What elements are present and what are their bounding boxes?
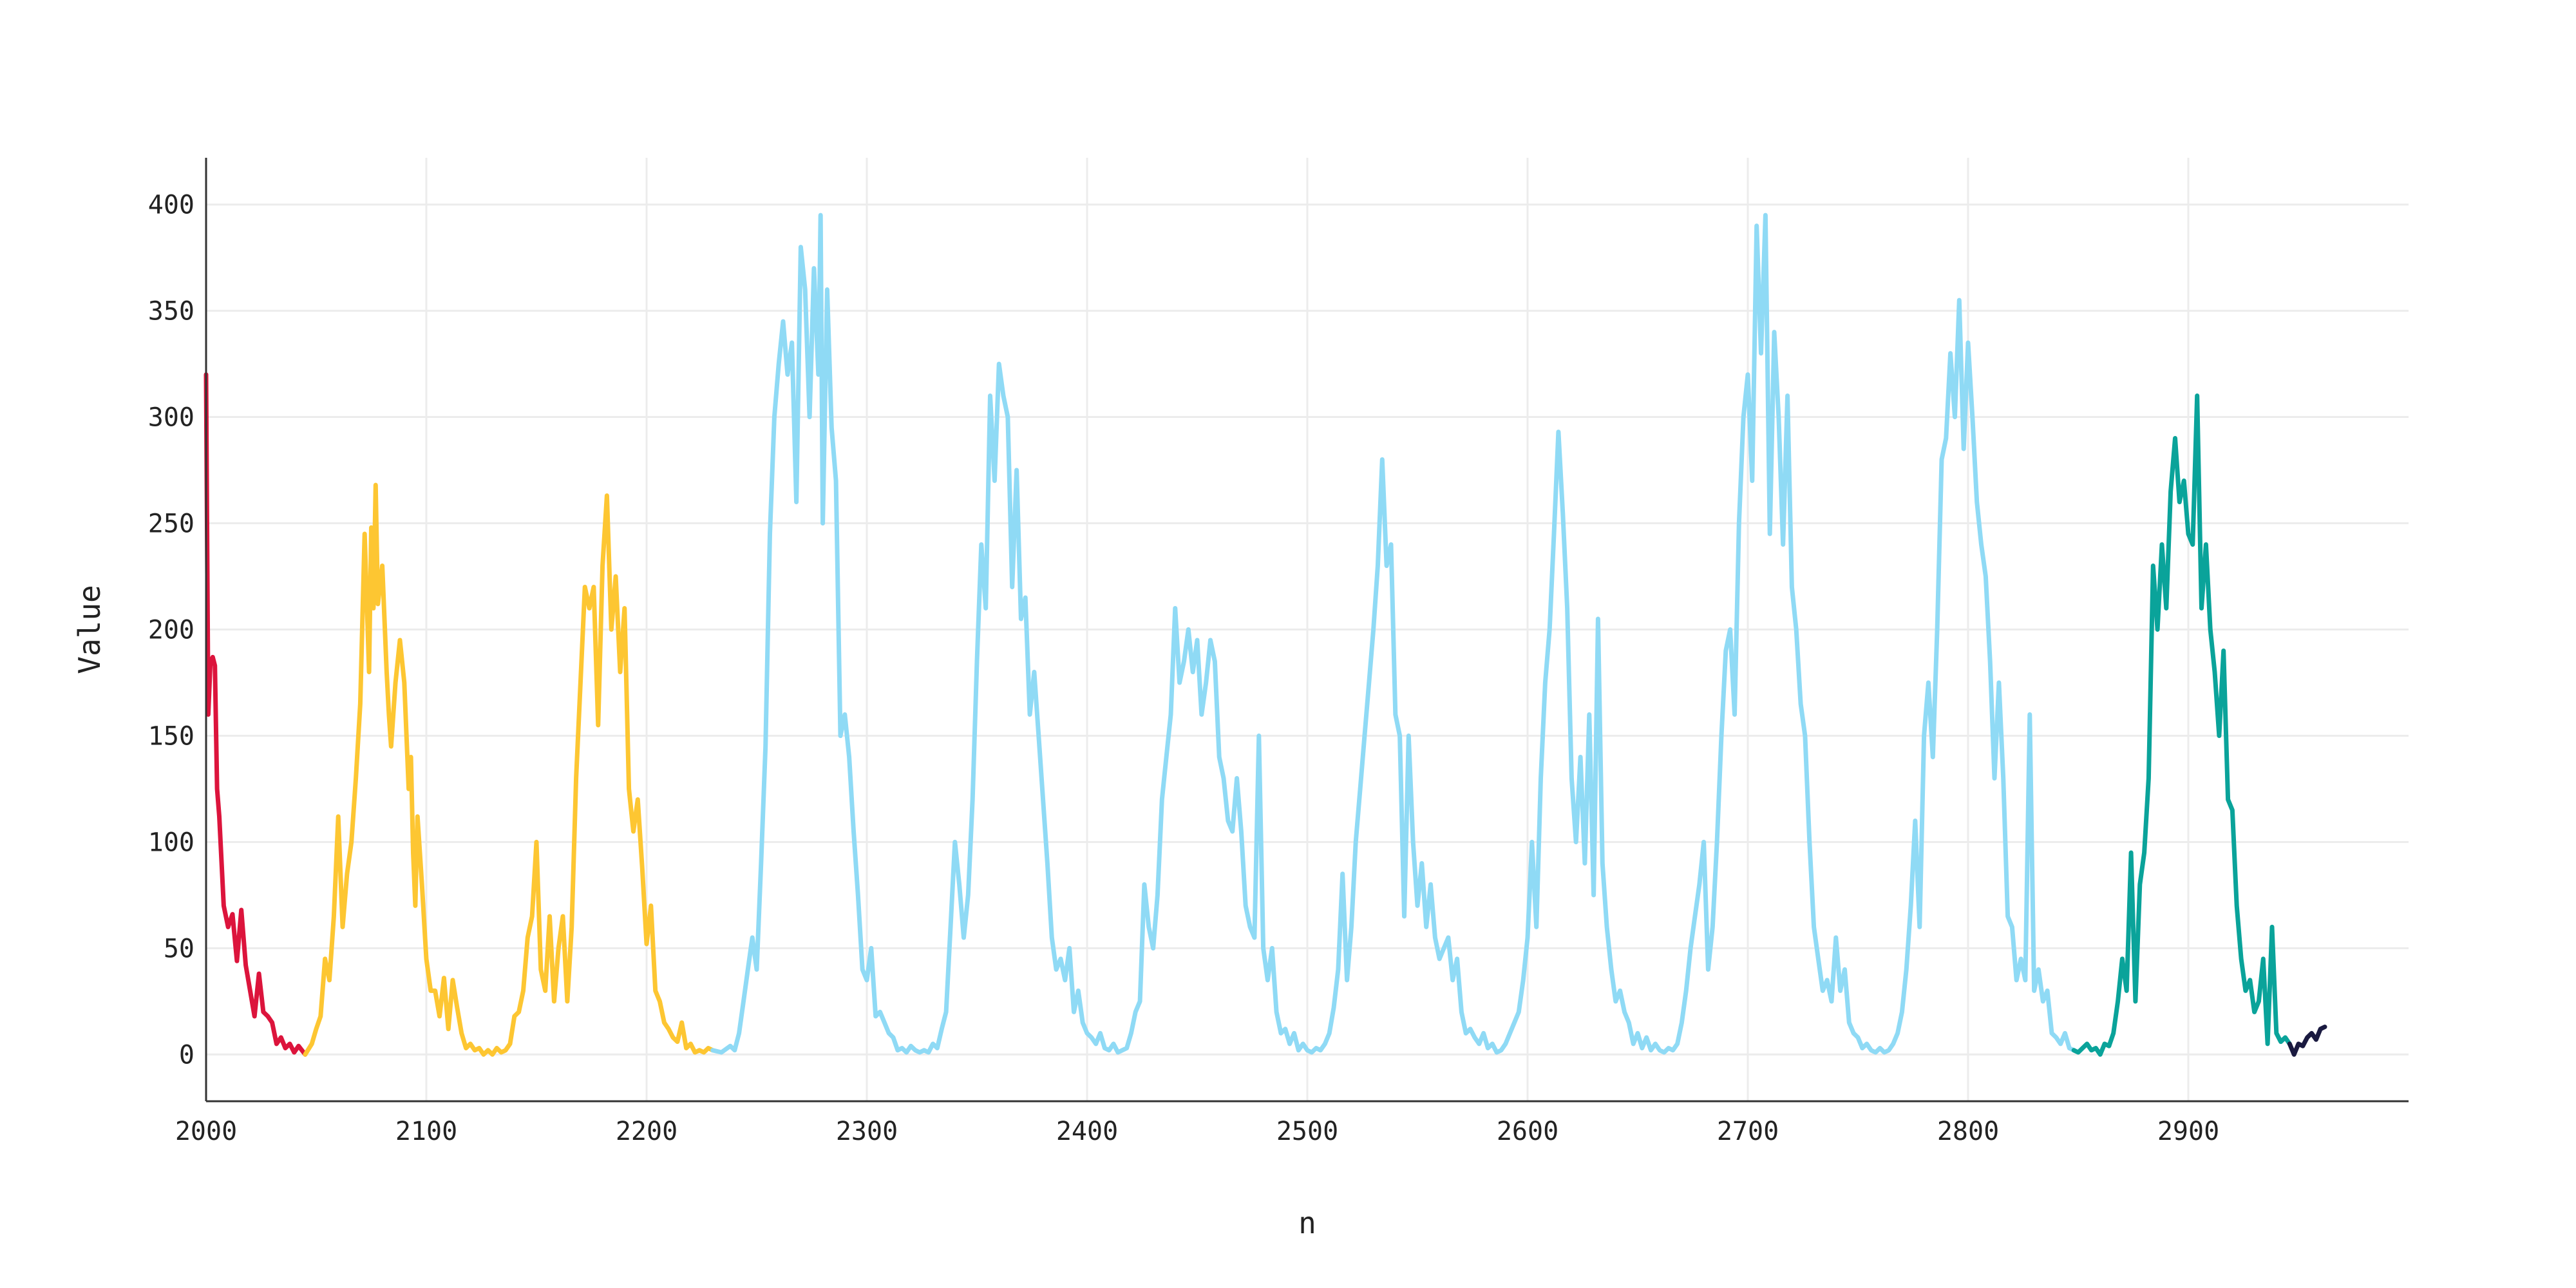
x-tick-label: 2700: [1717, 1117, 1779, 1146]
series-line-1: [204, 372, 308, 1057]
y-tick-label: 200: [148, 616, 194, 645]
y-tick-label: 150: [148, 721, 194, 751]
x-tick-label: 2500: [1276, 1117, 1338, 1146]
axes: [205, 158, 2409, 1103]
x-tick-label: 2300: [836, 1117, 898, 1146]
series-line-4: [2071, 393, 2292, 1057]
series-line-3: [710, 213, 2076, 1055]
y-tick-label: 300: [148, 403, 194, 433]
y-tick-label: 0: [179, 1040, 194, 1070]
y-tick-label: 250: [148, 509, 194, 539]
x-tick-label: 2100: [395, 1117, 457, 1146]
series-line-5: [2287, 1025, 2327, 1057]
x-tick-label: 2900: [2157, 1117, 2219, 1146]
tick-labels: 2000 2100 2200 2300 2400 2500 2600 2700 2800 2900…: [148, 191, 2219, 1146]
x-tick-label: 2200: [616, 1117, 677, 1146]
x-tick-label: 2000: [175, 1117, 237, 1146]
y-tick-label: 50: [164, 934, 194, 963]
grid: [205, 158, 2409, 1101]
x-tick-label: 2800: [1937, 1117, 1999, 1146]
series-group: [204, 213, 2327, 1057]
x-tick-label: 2400: [1056, 1117, 1118, 1146]
y-tick-label: 350: [148, 297, 194, 327]
series-line-2: [303, 482, 715, 1057]
y-tick-label: 400: [148, 191, 194, 220]
x-tick-label: 2600: [1497, 1117, 1558, 1146]
y-axis-title: Value: [72, 585, 107, 674]
y-tick-label: 100: [148, 828, 194, 857]
x-axis-title: n: [1298, 1206, 1316, 1240]
